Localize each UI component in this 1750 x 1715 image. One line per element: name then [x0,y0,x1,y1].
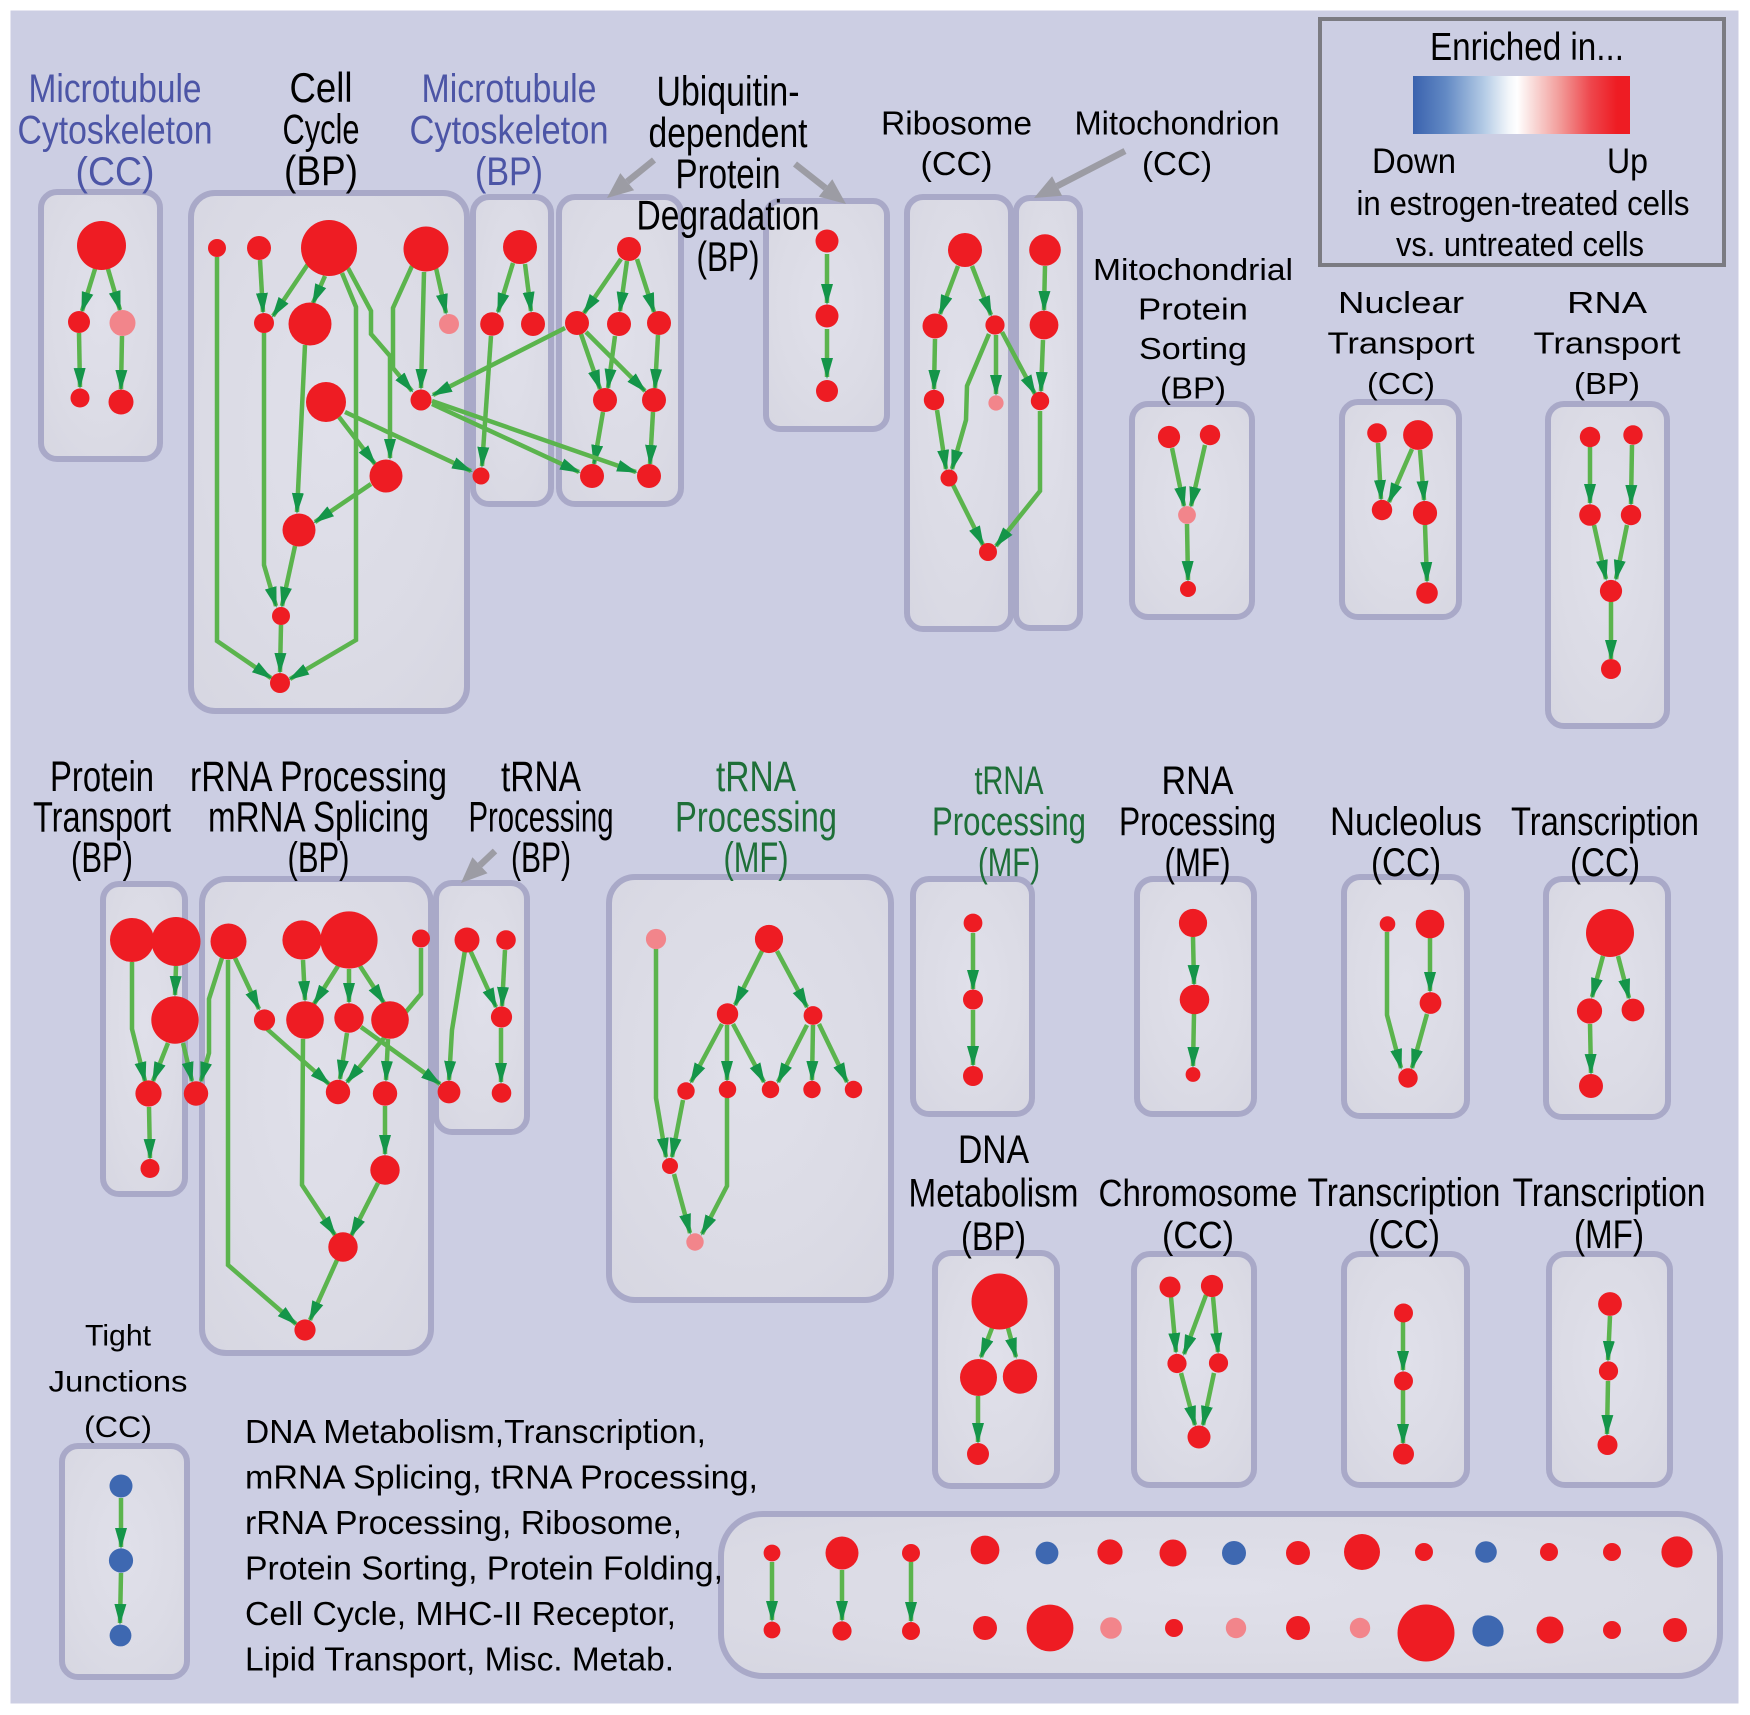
svg-text:Junctions: Junctions [49,1366,188,1399]
svg-text:(CC): (CC) [1162,1215,1234,1257]
svg-text:DNA Metabolism,Transcription,: DNA Metabolism,Transcription, [245,1413,706,1450]
svg-text:(BP): (BP) [1574,366,1640,401]
svg-text:Transport: Transport [1328,326,1475,361]
svg-text:rRNA Processing, Ribosome,: rRNA Processing, Ribosome, [245,1504,682,1541]
svg-text:RNA: RNA [1162,759,1234,803]
svg-text:Transport: Transport [33,794,171,842]
svg-text:Processing: Processing [469,794,614,842]
svg-text:mRNA Splicing: mRNA Splicing [208,794,429,842]
svg-text:in estrogen-treated cells: in estrogen-treated cells [1357,185,1690,223]
svg-text:(BP): (BP) [284,147,358,194]
svg-text:Cytoskeleton: Cytoskeleton [18,109,213,153]
svg-text:(CC): (CC) [1367,366,1435,401]
svg-text:(MF): (MF) [1574,1213,1644,1257]
svg-text:(CC): (CC) [921,145,993,182]
svg-text:Lipid Transport, Misc. Metab.: Lipid Transport, Misc. Metab. [245,1641,674,1678]
svg-text:tRNA: tRNA [716,753,796,801]
svg-text:Protein: Protein [1138,292,1248,327]
svg-text:Microtubule: Microtubule [422,67,597,111]
svg-text:Protein: Protein [50,753,154,801]
svg-text:Chromosome: Chromosome [1099,1173,1298,1215]
svg-text:Protein Sorting, Protein Foldi: Protein Sorting, Protein Folding, [245,1550,723,1587]
svg-text:(CC): (CC) [1371,841,1441,885]
svg-text:Transcription: Transcription [1513,1171,1706,1215]
svg-text:(MF): (MF) [724,834,789,882]
svg-text:Down: Down [1372,142,1456,181]
svg-text:Mitochondrion: Mitochondrion [1075,105,1280,142]
svg-text:Cycle: Cycle [283,106,360,153]
svg-text:Transcription: Transcription [1511,800,1699,844]
svg-text:(CC): (CC) [1142,145,1212,182]
svg-text:(CC): (CC) [76,150,155,194]
svg-text:Processing: Processing [932,800,1086,844]
svg-text:Mitochondrial: Mitochondrial [1093,252,1293,287]
svg-text:(BP): (BP) [288,834,350,882]
svg-text:Transport: Transport [1534,326,1681,361]
svg-text:Processing: Processing [675,794,837,842]
svg-text:tRNA: tRNA [975,759,1044,803]
svg-text:(BP): (BP) [1160,371,1226,406]
svg-text:Up: Up [1607,142,1648,181]
svg-text:Cell Cycle, MHC-II Receptor,: Cell Cycle, MHC-II Receptor, [245,1595,676,1632]
svg-text:(BP): (BP) [511,834,571,882]
svg-text:Microtubule: Microtubule [29,67,202,111]
svg-text:(CC): (CC) [84,1411,152,1444]
svg-text:Sorting: Sorting [1139,331,1247,366]
svg-text:(MF): (MF) [1165,841,1231,885]
svg-text:Cell: Cell [290,64,353,111]
svg-text:(BP): (BP) [475,150,543,194]
svg-text:(MF): (MF) [978,841,1040,885]
svg-text:RNA: RNA [1567,285,1647,320]
svg-text:(BP): (BP) [961,1215,1026,1259]
svg-text:(BP): (BP) [697,233,760,280]
svg-text:mRNA Splicing, tRNA Processing: mRNA Splicing, tRNA Processing, [245,1459,758,1496]
svg-text:Degradation: Degradation [637,192,820,239]
svg-text:Processing: Processing [1119,800,1276,844]
svg-text:Tight: Tight [85,1320,151,1353]
svg-text:Nuclear: Nuclear [1338,285,1464,320]
svg-text:Transcription: Transcription [1308,1171,1501,1215]
svg-text:dependent: dependent [649,109,808,156]
svg-text:(CC): (CC) [1368,1213,1440,1257]
svg-text:(CC): (CC) [1570,841,1640,885]
svg-text:Enriched in...: Enriched in... [1430,26,1624,69]
svg-text:Ubiquitin-: Ubiquitin- [657,68,800,115]
svg-text:Cytoskeleton: Cytoskeleton [410,109,609,153]
svg-text:Protein: Protein [676,150,781,197]
svg-text:vs. untreated cells: vs. untreated cells [1396,226,1644,264]
svg-text:rRNA Processing: rRNA Processing [190,753,447,801]
svg-text:Nucleolus: Nucleolus [1330,800,1482,844]
svg-text:tRNA: tRNA [501,753,581,801]
svg-text:Metabolism: Metabolism [909,1172,1079,1216]
svg-text:DNA: DNA [958,1128,1029,1172]
svg-text:(BP): (BP) [71,834,133,882]
svg-text:Ribosome: Ribosome [881,105,1032,142]
